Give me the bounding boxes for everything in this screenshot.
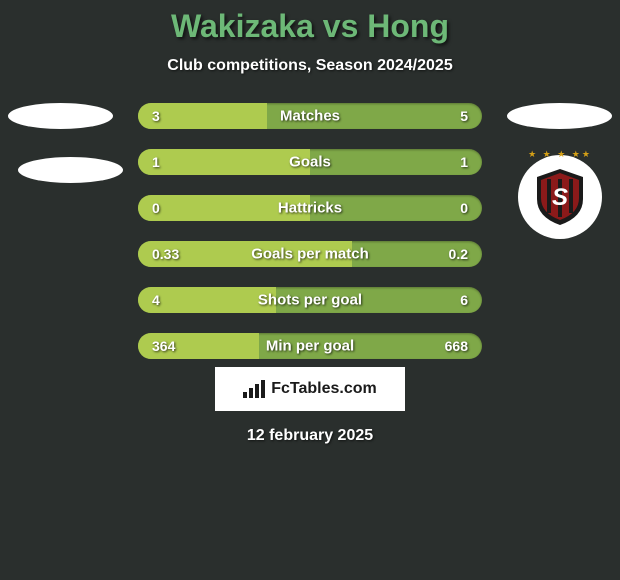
stat-bar: 4 6 Shots per goal: [138, 287, 482, 313]
stat-bar: 0 0 Hattricks: [138, 195, 482, 221]
stat-value-left: 4: [152, 292, 160, 308]
player-right-avatar-1: [507, 103, 612, 129]
stat-value-right: 5: [460, 108, 468, 124]
stat-value-left: 0.33: [152, 246, 179, 262]
bars-icon: [243, 380, 265, 398]
team-badge: ★ ★ ★ ★★ S: [518, 155, 602, 239]
page-subtitle: Club competitions, Season 2024/2025: [167, 57, 452, 75]
content-area: ★ ★ ★ ★★ S 3 5 Matches 1 1 Goals 0 0 Hattricks 0.…: [0, 103, 620, 359]
stat-bar: 364 668 Min per goal: [138, 333, 482, 359]
stat-value-right: 1: [460, 154, 468, 170]
stat-label: Goals: [289, 154, 331, 171]
infographic-root: Wakizaka vs Hong Club competitions, Seas…: [0, 0, 620, 580]
fctables-label: FcTables.com: [271, 380, 377, 398]
stat-label: Shots per goal: [258, 292, 362, 309]
stat-label: Hattricks: [278, 200, 342, 217]
stat-value-right: 0: [460, 200, 468, 216]
stat-value-right: 6: [460, 292, 468, 308]
svg-text:S: S: [552, 184, 568, 211]
stat-label: Goals per match: [251, 246, 369, 263]
stat-bars: 3 5 Matches 1 1 Goals 0 0 Hattricks 0.33 0.2 Goals …: [138, 103, 482, 359]
stat-value-left: 1: [152, 154, 160, 170]
page-title: Wakizaka vs Hong: [171, 8, 449, 45]
stat-value-right: 0.2: [449, 246, 468, 262]
date-label: 12 february 2025: [247, 427, 373, 445]
player-left-avatar-1: [8, 103, 113, 129]
player-left-avatar-2: [18, 157, 123, 183]
stat-value-left: 0: [152, 200, 160, 216]
stat-value-left: 364: [152, 338, 175, 354]
stat-value-left: 3: [152, 108, 160, 124]
stat-bar-left-fill: [138, 149, 310, 175]
stat-label: Min per goal: [266, 338, 354, 355]
stat-bar: 3 5 Matches: [138, 103, 482, 129]
stat-value-right: 668: [445, 338, 468, 354]
stat-label: Matches: [280, 108, 340, 125]
badge-stars-icon: ★ ★ ★ ★★: [528, 149, 592, 160]
stat-bar: 0.33 0.2 Goals per match: [138, 241, 482, 267]
fctables-attribution: FcTables.com: [215, 367, 405, 411]
stat-bar: 1 1 Goals: [138, 149, 482, 175]
badge-shield-icon: S: [533, 167, 587, 227]
